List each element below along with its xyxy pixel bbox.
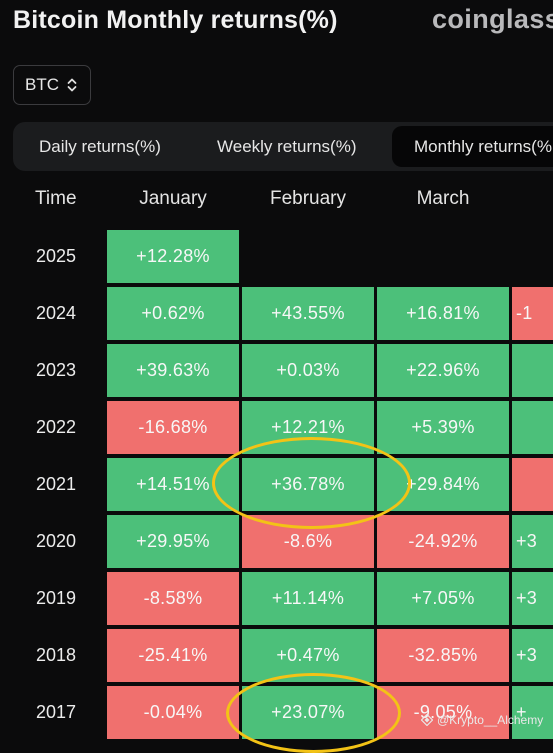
returns-tab-bar: Daily returns(%) Weekly returns(%) Month… [13, 122, 553, 171]
return-cell [512, 401, 553, 454]
return-cell: +12.28% [107, 230, 239, 283]
highlight-circle [226, 673, 401, 753]
year-label: 2018 [36, 645, 77, 665]
chevron-up-down-icon [67, 77, 77, 93]
return-cell: -8.58% [107, 572, 239, 625]
return-cell: +0.62% [107, 287, 239, 340]
year-label: 2020 [36, 531, 77, 551]
return-cell: -32.85% [377, 629, 509, 682]
return-cell: +43.55% [242, 287, 374, 340]
year-label: 2025 [36, 246, 77, 266]
return-cell: +3 [512, 629, 553, 682]
return-cell: -1 [512, 287, 553, 340]
year-label: 2024 [36, 303, 77, 323]
year-label: 2017 [36, 702, 77, 722]
return-cell: +29.95% [107, 515, 239, 568]
asset-select-value: BTC [25, 75, 59, 94]
brand-logo: coinglass [432, 4, 553, 34]
column-header-february: February [269, 188, 347, 209]
return-cell: +22.96% [377, 344, 509, 397]
return-cell: +16.81% [377, 287, 509, 340]
return-cell: +39.63% [107, 344, 239, 397]
return-cell: + [512, 686, 553, 739]
return-cell [512, 344, 553, 397]
return-cell [512, 458, 553, 511]
watermark-text: @Krypto__Alchemy [437, 713, 544, 727]
return-cell: +11.14% [242, 572, 374, 625]
year-label: 2022 [36, 417, 77, 437]
watermark: @Krypto__Alchemy [421, 713, 543, 727]
column-header-march: March [416, 188, 470, 209]
year-label: 2019 [36, 588, 77, 608]
year-label: 2021 [36, 474, 77, 494]
return-cell: +5.39% [377, 401, 509, 454]
column-header-time: Time [35, 188, 77, 209]
return-cell: +7.05% [377, 572, 509, 625]
tab-daily-returns[interactable]: Daily returns(%) [39, 136, 161, 156]
return-cell: -25.41% [107, 629, 239, 682]
asset-select[interactable]: BTC [13, 65, 91, 105]
highlight-circle [212, 437, 411, 529]
tab-weekly-returns[interactable]: Weekly returns(%) [217, 136, 357, 156]
watermark-logo-icon [421, 714, 433, 726]
return-cell: +0.03% [242, 344, 374, 397]
tab-monthly-returns[interactable]: Monthly returns(% [392, 126, 553, 167]
page-title: Bitcoin Monthly returns(%) [13, 6, 338, 34]
return-cell: -24.92% [377, 515, 509, 568]
return-cell: -0.04% [107, 686, 239, 739]
return-cell: +3 [512, 515, 553, 568]
year-label: 2023 [36, 360, 77, 380]
column-header-january: January [139, 188, 207, 209]
return-cell: -16.68% [107, 401, 239, 454]
return-cell: +3 [512, 572, 553, 625]
